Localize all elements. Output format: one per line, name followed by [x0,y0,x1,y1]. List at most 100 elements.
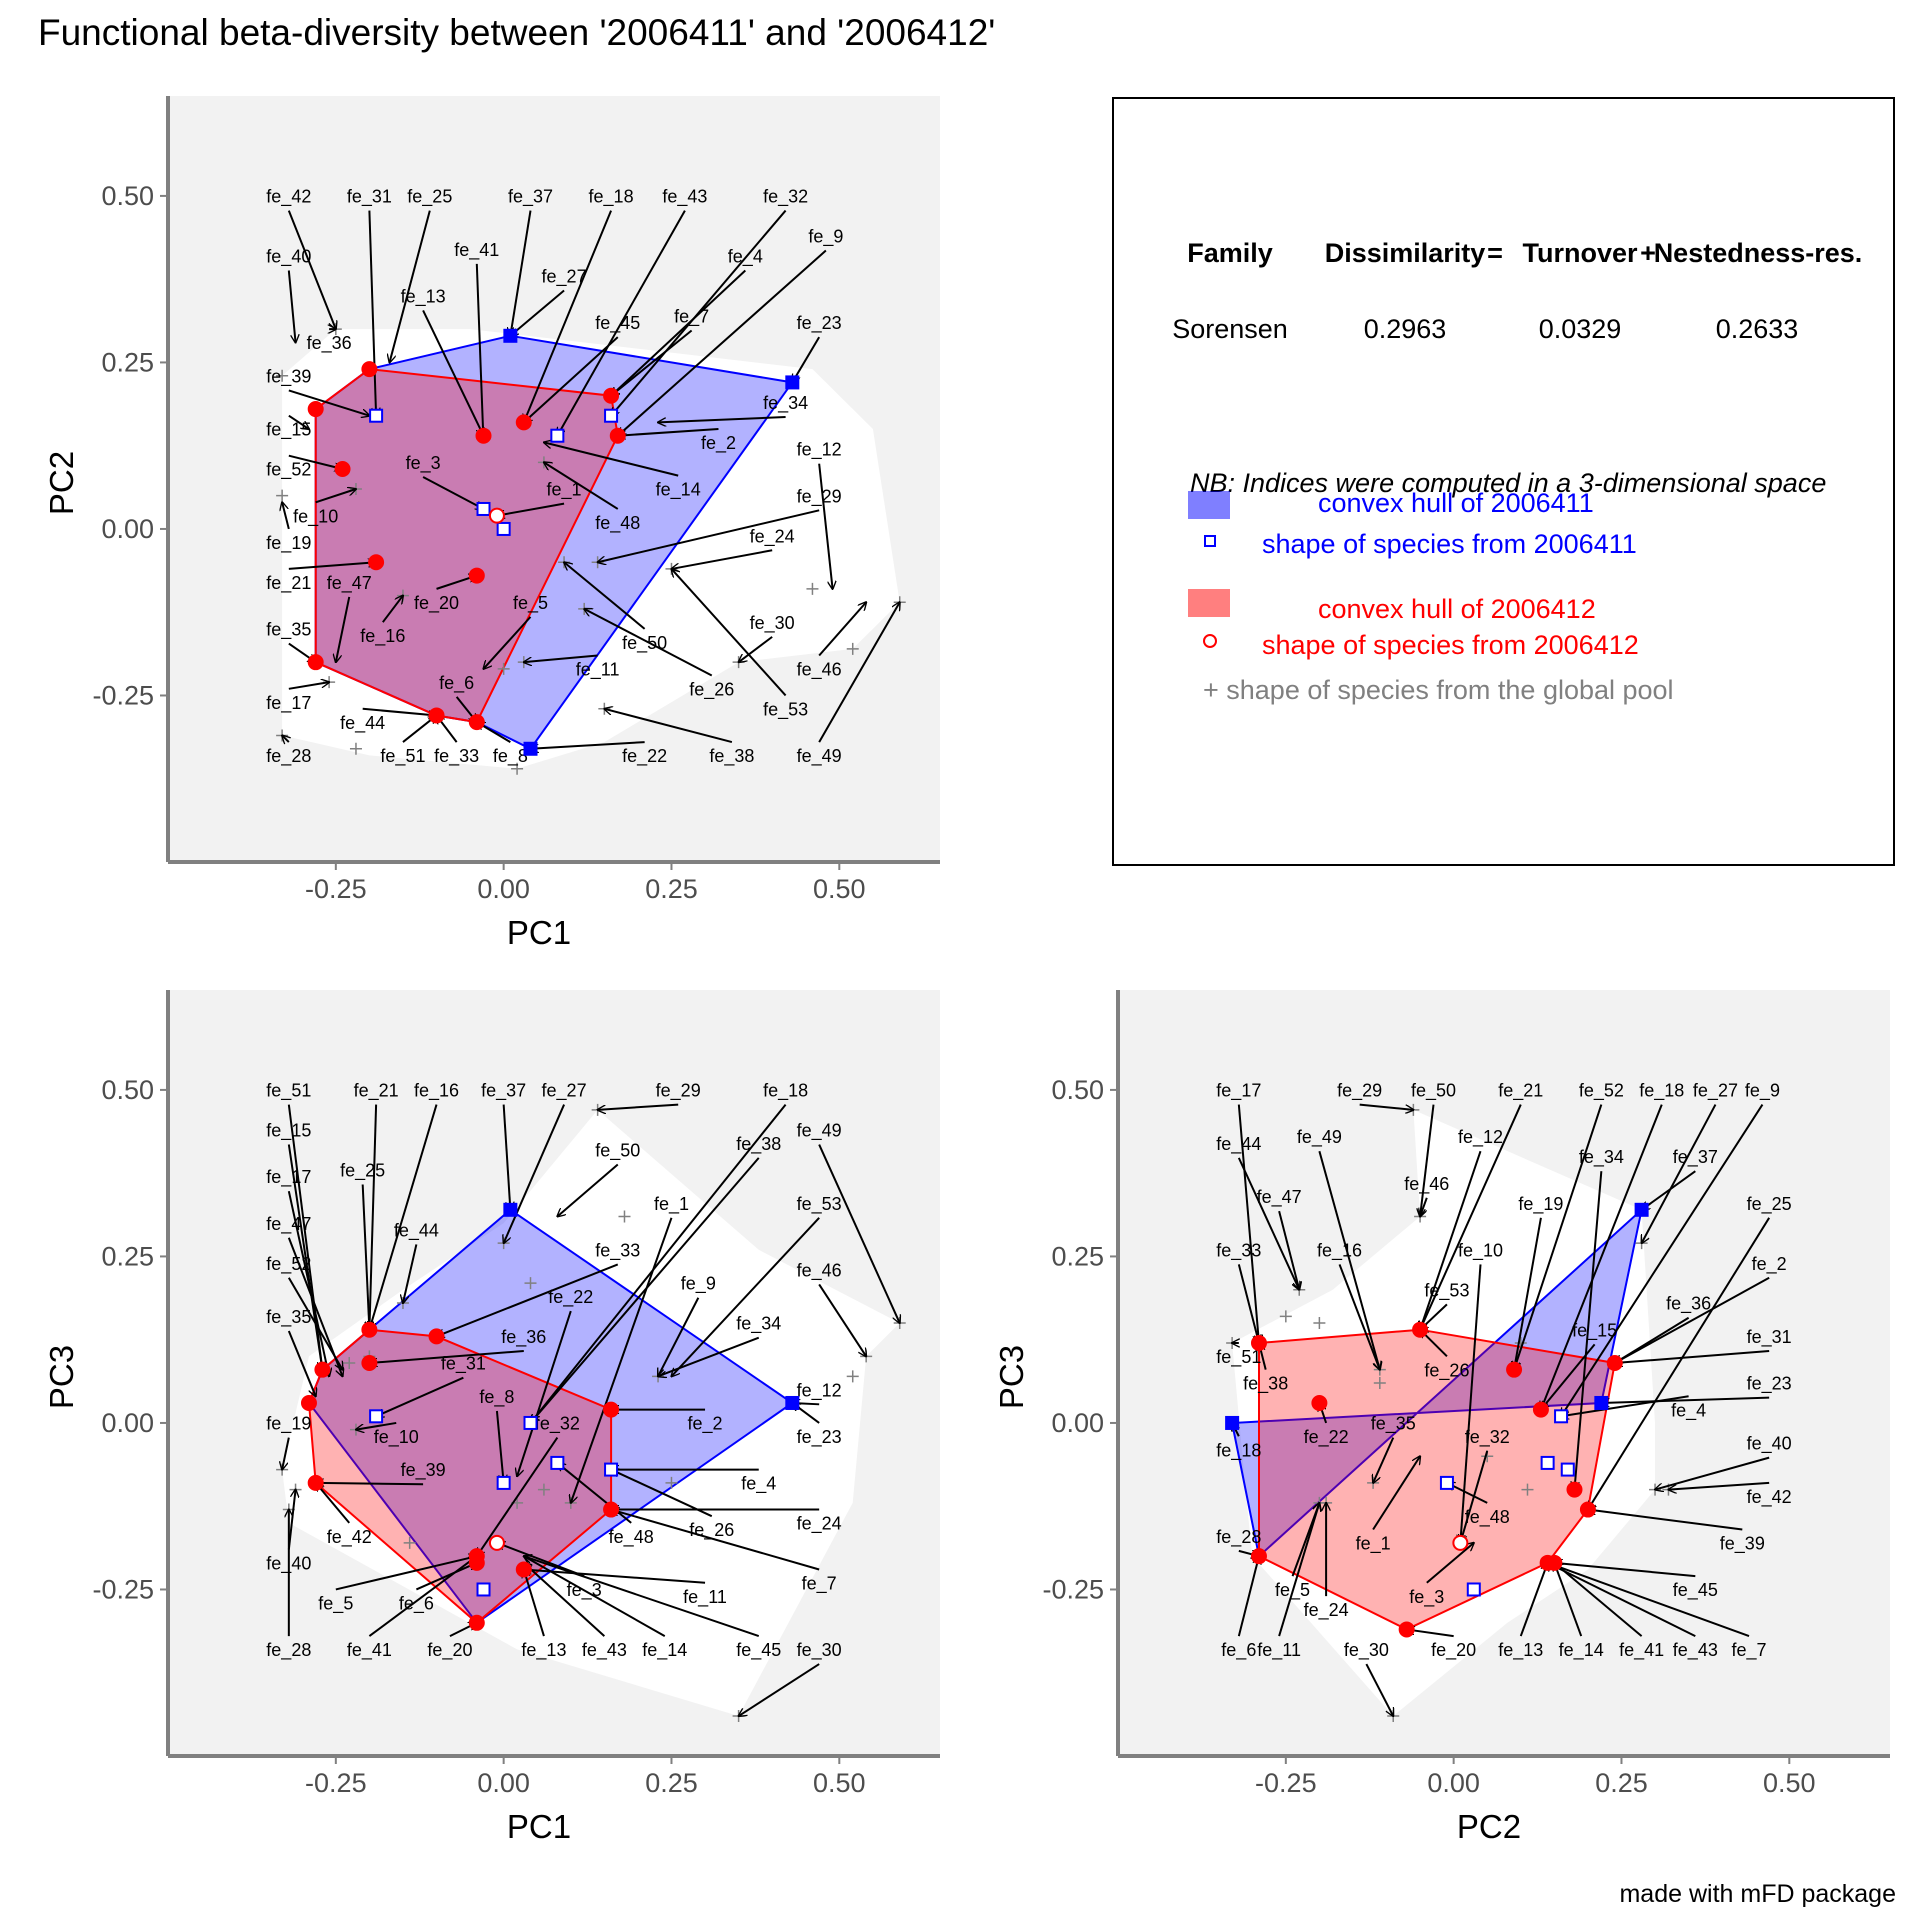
label-arrow [1373,1437,1395,1483]
label-arrow [1588,1510,1743,1531]
point-label: fe_7 [1732,1640,1767,1661]
point-label: fe_19 [1518,1194,1563,1215]
point-label: fe_1 [1356,1534,1391,1555]
label-arrow [1372,1456,1420,1531]
point-label: fe_18 [1639,1081,1684,1102]
global-pool-point [1279,1310,1292,1323]
footer-credit: made with mFD package [1619,1880,1896,1908]
label-arrow [604,709,733,744]
global-pool-point [665,1476,678,1489]
label-arrow [369,1350,524,1363]
species-2006412-point [361,1355,378,1372]
label-arrow [564,562,646,630]
legend-species-2006412-label: shape of species from 2006412 [1262,630,1639,660]
point-label: fe_9 [1745,1081,1780,1102]
point-label: fe_39 [1720,1534,1765,1555]
species-2006412-point [468,714,485,731]
point-label: fe_15 [1572,1320,1617,1341]
label-arrow [1237,1104,1259,1343]
point-label: fe_1 [547,480,582,501]
species-2006411-point [1554,1409,1569,1424]
point-label: fe_49 [797,746,842,767]
point-label: fe_23 [1747,1374,1792,1395]
legend-hull-2006412-swatch [1188,589,1230,617]
point-label: fe_20 [1431,1640,1476,1661]
point-label: fe_37 [481,1081,526,1102]
label-arrow [361,1184,370,1330]
label-arrow [282,502,290,530]
point-label: fe_24 [1304,1600,1349,1621]
point-label: fe_17 [1216,1081,1261,1102]
point-label: fe_8 [493,746,528,767]
label-arrow [1237,1157,1299,1290]
label-arrow [1642,1170,1696,1210]
point-label: fe_12 [797,440,842,461]
global-pool-point [511,762,524,775]
point-label: fe_4 [1671,1400,1706,1421]
y-tick-label: -0.25 [92,1574,154,1604]
point-label: fe_35 [266,1307,311,1328]
label-arrow [611,269,747,396]
table-row-dissimilarity: 0.2963 [1364,314,1447,344]
x-axis-title: PC1 [507,914,571,951]
label-arrow [1519,1563,1548,1637]
species-2006412-point [307,401,324,418]
label-arrow [1642,1104,1717,1244]
point-label: fe_51 [266,1081,311,1102]
point-label: fe_2 [688,1414,723,1435]
point-label: fe_46 [1404,1174,1449,1195]
point-label: fe_31 [347,187,392,208]
global-pool-point [1313,1317,1326,1330]
label-arrow [369,1104,378,1330]
global-pool-point [276,489,289,502]
point-label: fe_28 [266,1640,311,1661]
point-label: fe_13 [1498,1640,1543,1661]
global-pool-point [1373,1376,1386,1389]
legend-box: Family Dissimilarity = Turnover + Nested… [1112,97,1895,866]
point-label: fe_24 [750,526,795,547]
species-2006412-point [515,1561,532,1578]
species-2006411-point [476,501,491,516]
species-2006412-point [1398,1621,1415,1638]
point-label: fe_23 [797,1427,842,1448]
point-label: fe_28 [266,746,311,767]
label-arrow [475,263,484,443]
label-arrow [1561,1395,1689,1416]
label-arrow [1420,1197,1428,1217]
label-arrow [362,707,437,716]
label-arrow [658,416,786,422]
species-2006412-point [307,1474,324,1491]
point-label: fe_16 [414,1081,459,1102]
legend-hull-2006412-label: convex hull of 2006412 [1318,594,1596,624]
species-2006412-point [1452,1534,1469,1551]
species-2006412-point [1546,1554,1563,1571]
y-axis-title: PC3 [993,1345,1030,1409]
species-2006412-point [609,427,626,444]
point-label: fe_11 [683,1587,727,1608]
point-label: fe_16 [360,626,405,647]
species-2006411-point [523,1415,538,1430]
species-2006411-point [503,328,518,343]
point-label: fe_53 [763,699,808,720]
species-2006411-point [496,521,511,536]
point-label: fe_41 [1619,1640,1664,1661]
point-label: fe_3 [406,453,441,474]
label-arrow [287,1190,329,1376]
x-tick-label: 0.00 [477,874,530,904]
x-tick-label: -0.25 [305,874,367,904]
point-label: fe_2 [1752,1254,1787,1275]
label-arrow [531,1157,760,1423]
label-arrow [315,489,356,504]
table-header-equals: = [1487,238,1503,268]
label-arrow [557,210,686,436]
label-arrow [544,442,679,477]
label-arrow [1514,1217,1542,1370]
label-arrow [598,509,820,562]
legend-species-2006412-circle [1203,634,1217,648]
y-axis-title: PC3 [43,1345,80,1409]
legend-hull-2006411-swatch [1188,491,1230,519]
species-2006411-point [369,408,384,423]
label-arrow [502,1104,511,1210]
species-2006411-point [503,1202,518,1217]
species-2006411-point [550,428,565,443]
